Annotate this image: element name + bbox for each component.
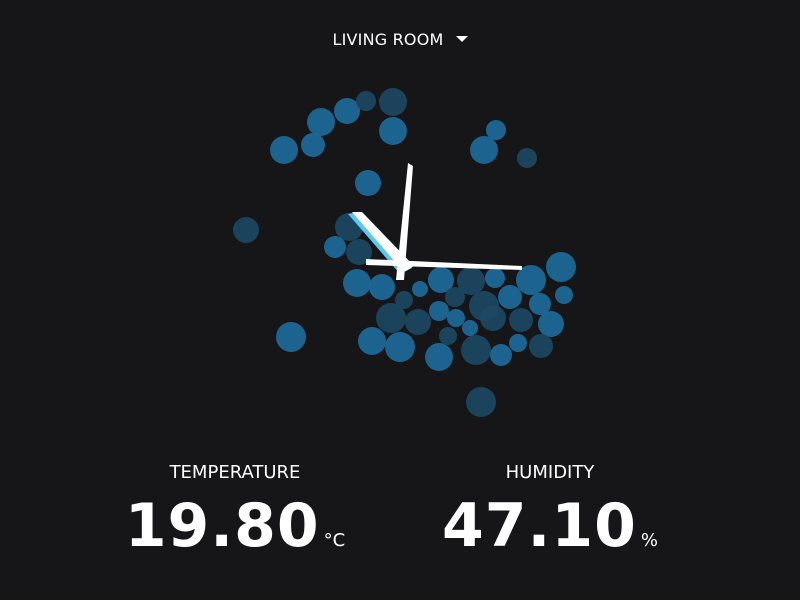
bubble [334,98,360,124]
bubble [358,327,386,355]
bubble [470,136,498,164]
bubble [546,252,576,282]
bubble [485,268,505,288]
bubble [466,387,496,417]
bubble [457,267,485,295]
temperature-label: TEMPERATURE [169,462,301,483]
bubble [346,239,372,265]
bubble [385,332,415,362]
bubble [517,148,537,168]
bubble [498,285,522,309]
bubble [428,267,454,293]
bubbles [233,88,576,417]
bubble [425,343,453,371]
humidity-label: HUMIDITY [505,462,595,483]
bubble [529,334,553,358]
room-selector[interactable]: LIVING ROOM [0,30,800,49]
bubble [509,334,527,352]
bubble [379,88,407,116]
bubble [529,293,551,315]
clock-hands [348,163,522,280]
minute-hand [396,163,413,280]
temperature-value: 19.80 [124,491,320,561]
caret-down-icon [455,35,468,42]
bubble [412,281,428,297]
bubble [445,287,465,307]
room-selector-label: LIVING ROOM [332,30,444,49]
bubble [439,327,457,345]
bubble [516,265,546,295]
bubble [395,291,413,309]
bubble [405,309,431,335]
bubble [462,320,478,336]
bubble [356,91,376,111]
bubble [307,108,335,136]
bubble [480,305,506,331]
bubble [379,117,407,145]
bubble [355,170,381,196]
bubble [509,308,533,332]
humidity-unit: % [640,530,658,551]
temperature-unit: °C [323,530,346,551]
bubble [429,301,449,321]
bubble [538,311,564,337]
temperature-panel: TEMPERATURE 19.80 °C [75,462,395,561]
bubble [276,322,306,352]
humidity-value: 47.10 [442,491,637,561]
bubble [301,133,325,157]
bubble [343,269,371,297]
bubble [461,335,491,365]
bubble [324,236,346,258]
bubble [376,303,406,333]
bubble [490,344,512,366]
bubble [233,217,259,243]
bubble [486,120,506,140]
bubble [369,274,395,300]
bubble [447,309,465,327]
bubble [555,286,573,304]
second-hand [366,259,522,270]
humidity-panel: HUMIDITY 47.10% [390,462,710,561]
bubble [270,136,298,164]
